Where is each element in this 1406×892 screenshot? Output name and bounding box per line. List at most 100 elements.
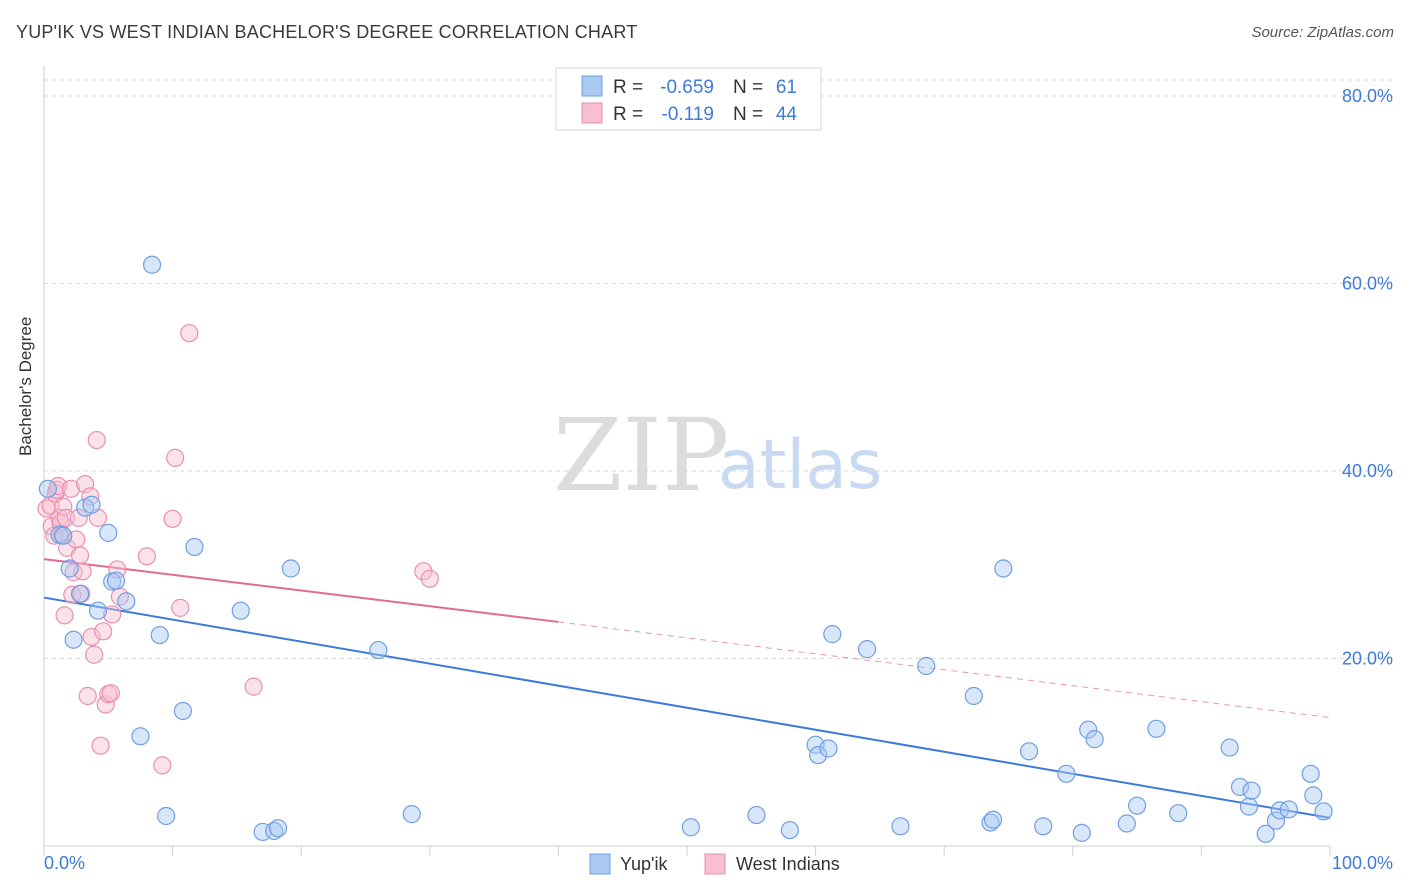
west-indians-point bbox=[54, 497, 73, 516]
yupik-point bbox=[1072, 823, 1091, 842]
yupik-point bbox=[1127, 796, 1147, 815]
yupik-trend-line bbox=[43, 596, 1331, 819]
grid-lines bbox=[44, 79, 1393, 659]
yupik-point bbox=[891, 817, 910, 836]
y-tick-labels: 20.0% 40.0% 60.0% 80.0% bbox=[1342, 86, 1393, 669]
yupik-point bbox=[747, 805, 766, 825]
west-indians-trend-line bbox=[43, 558, 559, 623]
west-indians-point bbox=[171, 598, 190, 617]
yupik-point bbox=[1239, 797, 1259, 816]
y-tick-label: 80.0% bbox=[1342, 86, 1393, 106]
yupik-point bbox=[117, 592, 136, 611]
west-indians-point bbox=[137, 547, 156, 566]
yupik-n-value: 61 bbox=[776, 77, 797, 98]
west-indians-point bbox=[166, 448, 185, 467]
watermark: ZIP atlas bbox=[553, 397, 882, 514]
yupik-point bbox=[1266, 811, 1286, 830]
west-indians-point bbox=[87, 430, 106, 450]
yupik-point bbox=[82, 495, 101, 514]
yupik-point bbox=[106, 571, 126, 590]
yupik-point bbox=[819, 739, 838, 758]
west-indians-point bbox=[414, 562, 433, 581]
west-indians-point bbox=[96, 695, 115, 714]
west-indians-point bbox=[94, 622, 113, 641]
west-indians-n-value: 44 bbox=[776, 104, 798, 125]
west-indians-point bbox=[420, 569, 439, 588]
yupik-r-label: R = bbox=[613, 77, 643, 98]
yupik-point bbox=[809, 745, 828, 765]
yupik-point bbox=[1220, 738, 1239, 757]
west-indians-point bbox=[103, 605, 122, 624]
legend-west-indians-swatch bbox=[704, 853, 726, 875]
yupik-point bbox=[981, 813, 1000, 832]
west-indians-r-label: R = bbox=[613, 104, 643, 125]
watermark-atlas: atlas bbox=[718, 426, 882, 505]
yupik-point bbox=[1034, 817, 1053, 836]
west-indians-point bbox=[244, 677, 263, 696]
yupik-point bbox=[1314, 802, 1333, 821]
y-tick-label: 40.0% bbox=[1342, 461, 1393, 481]
series-legend: Yup'ik West Indians bbox=[589, 853, 840, 875]
west-indians-n-label: N = bbox=[733, 104, 763, 125]
west-indians-point bbox=[78, 686, 97, 706]
yupik-point bbox=[983, 810, 1003, 829]
watermark-zip: ZIP bbox=[553, 397, 729, 514]
yupik-point bbox=[281, 559, 301, 578]
yupik-point bbox=[823, 625, 842, 644]
chart-title: YUP'IK VS WEST INDIAN BACHELOR'S DEGREE … bbox=[16, 22, 638, 42]
yupik-point bbox=[142, 255, 162, 274]
yupik-point bbox=[1279, 800, 1298, 819]
west-indians-r-value: -0.119 bbox=[662, 104, 714, 125]
west-indians-point bbox=[163, 509, 182, 528]
yupik-point bbox=[99, 523, 118, 542]
yupik-point bbox=[131, 727, 150, 746]
y-tick-label: 60.0% bbox=[1342, 274, 1393, 294]
west-indians-point bbox=[82, 627, 101, 647]
yupik-point bbox=[1304, 786, 1323, 805]
yupik-point bbox=[1256, 824, 1275, 843]
yupik-point bbox=[70, 584, 90, 603]
yupik-swatch bbox=[581, 75, 603, 97]
yupik-point bbox=[1085, 730, 1104, 749]
west-indians-point bbox=[91, 736, 110, 755]
yupik-point bbox=[64, 630, 83, 649]
west-indians-point bbox=[180, 324, 199, 343]
legend-west-indians-label: West Indians bbox=[736, 854, 840, 874]
x-tick-max: 100.0% bbox=[1332, 853, 1393, 873]
x-tick-labels: 0.0% 100.0% bbox=[44, 853, 1393, 873]
yupik-point bbox=[1057, 764, 1076, 783]
west-indians-point bbox=[101, 684, 120, 703]
yupik-point bbox=[88, 601, 108, 620]
yupik-point bbox=[1242, 781, 1261, 800]
legend-yupik-label: Yup'ik bbox=[620, 854, 668, 874]
west-indians-point bbox=[56, 508, 75, 527]
yupik-point bbox=[780, 820, 799, 840]
yupik-point bbox=[857, 640, 877, 659]
trend-lines bbox=[43, 558, 1331, 819]
yupik-point bbox=[1169, 804, 1188, 823]
west-indians-points bbox=[37, 324, 439, 775]
yupik-point bbox=[1019, 742, 1039, 761]
west-indians-point bbox=[55, 606, 74, 625]
yupik-r-value: -0.659 bbox=[660, 77, 714, 98]
yupik-point bbox=[994, 559, 1013, 578]
west-indians-swatch bbox=[581, 102, 603, 124]
stats-legend: R = -0.659 N = 61 R = -0.119 N = 44 bbox=[555, 67, 822, 131]
west-indians-point bbox=[153, 756, 172, 775]
yupik-point bbox=[231, 601, 250, 620]
yupik-point bbox=[38, 479, 57, 498]
yupik-point bbox=[402, 805, 421, 824]
legend-yupik-swatch bbox=[589, 853, 611, 875]
y-tick-label: 20.0% bbox=[1342, 649, 1393, 669]
west-indians-point bbox=[69, 508, 88, 527]
yupik-point bbox=[1079, 720, 1098, 739]
yupik-point bbox=[157, 806, 176, 826]
west-indians-point bbox=[70, 546, 90, 565]
yupik-point bbox=[173, 701, 192, 721]
source-label: Source: ZipAtlas.com bbox=[1251, 24, 1394, 41]
yupik-point bbox=[60, 559, 79, 578]
yupik-point bbox=[917, 656, 936, 676]
yupik-n-label: N = bbox=[733, 77, 763, 98]
yupik-point bbox=[268, 819, 288, 838]
